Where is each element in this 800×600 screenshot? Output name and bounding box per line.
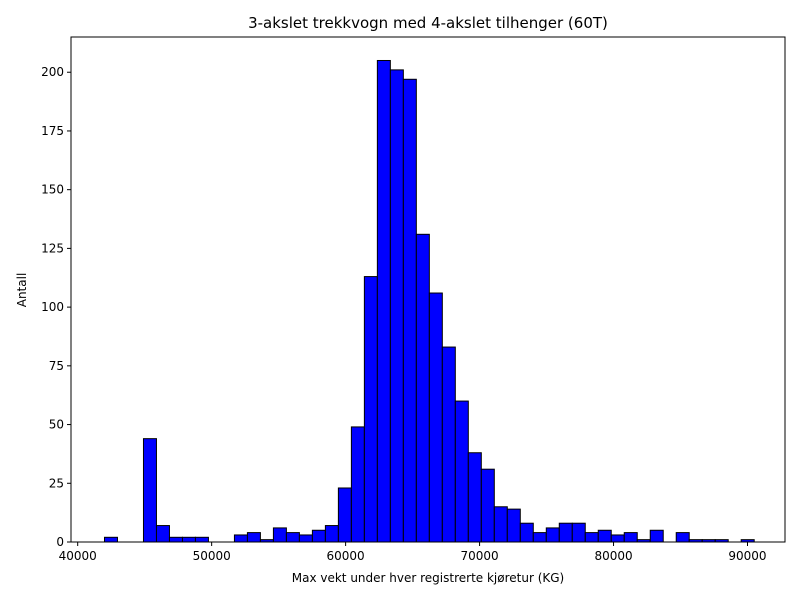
histogram-bar <box>545 527 560 543</box>
plot-frame <box>70 36 786 543</box>
histogram-bar <box>337 487 352 543</box>
histogram-bar <box>493 506 508 543</box>
histogram-bar <box>389 69 404 543</box>
histogram-bar <box>298 534 313 543</box>
histogram-bar <box>558 522 573 543</box>
x-tick-label: 40000 <box>59 549 97 563</box>
y-tick-label: 200 <box>41 65 64 79</box>
x-axis-label: Max vekt under hver registrerte kjøretur… <box>292 571 565 585</box>
histogram-bar <box>168 536 183 543</box>
x-tick-label: 70000 <box>460 549 498 563</box>
x-tick-label: 60000 <box>327 549 365 563</box>
y-tick-label: 50 <box>49 418 64 432</box>
y-axis: 0 25 50 75 100 125 150 175 200 <box>41 65 71 549</box>
x-tick-label: 80000 <box>594 549 632 563</box>
histogram-bar <box>675 532 690 543</box>
histogram-bar <box>506 508 521 543</box>
histogram-bar <box>441 346 456 543</box>
histogram-bar <box>480 468 495 543</box>
histogram-bar <box>402 78 417 543</box>
x-tick-label: 90000 <box>728 549 766 563</box>
histogram-bar <box>285 532 300 543</box>
y-tick-label: 25 <box>49 476 64 490</box>
histogram-bar <box>233 534 248 543</box>
x-tick-label: 50000 <box>193 549 231 563</box>
y-tick-label: 150 <box>41 183 64 197</box>
chart-title: 3-akslet trekkvogn med 4-akslet tilhenge… <box>248 14 608 32</box>
histogram-bar <box>194 536 209 543</box>
histogram-bar <box>324 525 339 543</box>
histogram-bar <box>454 400 469 543</box>
histogram-bar <box>597 529 612 543</box>
y-tick-label: 125 <box>41 241 64 255</box>
histogram-bar <box>350 426 365 543</box>
histogram-bar <box>415 233 430 543</box>
histogram-bar <box>428 292 443 543</box>
histogram-bar <box>571 522 586 543</box>
histogram-bar <box>610 534 625 543</box>
histogram-bar <box>103 536 118 543</box>
histogram-bar <box>584 532 599 543</box>
y-axis-label: Antall <box>15 273 29 308</box>
x-axis: 40000 50000 60000 70000 80000 90000 <box>59 542 767 563</box>
y-tick-label: 100 <box>41 300 64 314</box>
histogram-bar <box>155 525 170 543</box>
histogram-bar <box>623 532 638 543</box>
histogram-bar <box>246 532 261 543</box>
histogram-bar <box>519 522 534 543</box>
bars-group <box>103 59 755 543</box>
y-tick-label: 0 <box>56 535 64 549</box>
y-tick-label: 75 <box>49 359 64 373</box>
y-tick-label: 175 <box>41 124 64 138</box>
histogram-bar <box>272 527 287 543</box>
histogram-bar <box>532 532 547 543</box>
histogram-bar <box>467 452 482 543</box>
histogram-bar <box>649 529 664 543</box>
histogram-bar <box>376 59 391 543</box>
histogram-bar <box>363 276 378 543</box>
histogram-bar <box>181 536 196 543</box>
histogram-bar <box>311 529 326 543</box>
histogram-bar <box>142 438 157 543</box>
